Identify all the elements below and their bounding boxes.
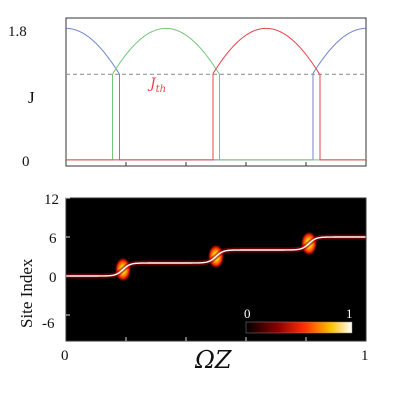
colorbar-max-label: 1 xyxy=(346,306,353,321)
bottom-ytick-6: 6 xyxy=(49,231,57,247)
bottom-panel-frame xyxy=(65,197,367,342)
top-ytick-max: 1.8 xyxy=(8,24,27,40)
colorbar-min-label: 0 xyxy=(244,306,251,321)
colorbar: 0 1 xyxy=(244,306,353,334)
series-red xyxy=(66,27,366,161)
series-blue xyxy=(66,27,366,161)
bottom-panel: 12 6 0 -6 Site Index 0 1 ΩZ 0 1 xyxy=(17,192,369,374)
state-path xyxy=(66,236,366,277)
series-green xyxy=(66,27,366,161)
top-ytick-zero: 0 xyxy=(22,154,30,170)
bottom-ytick-12: 12 xyxy=(44,192,59,208)
bottom-xtick-0: 0 xyxy=(61,348,69,364)
threshold-label: Jth xyxy=(147,76,166,95)
bottom-xtick-1: 1 xyxy=(361,348,369,364)
bottom-ylabel: Site Index xyxy=(17,258,36,328)
bottom-ytick-neg6: -6 xyxy=(42,316,55,332)
colorbar-gradient xyxy=(245,321,353,334)
top-panel-frame xyxy=(65,17,367,167)
heatmap-background xyxy=(66,198,366,341)
top-panel: Jth 1.8 0 J xyxy=(8,17,367,170)
bottom-ytick-0: 0 xyxy=(49,270,57,286)
bottom-xlabel: ΩZ xyxy=(194,346,233,374)
top-ylabel: J xyxy=(28,88,35,107)
